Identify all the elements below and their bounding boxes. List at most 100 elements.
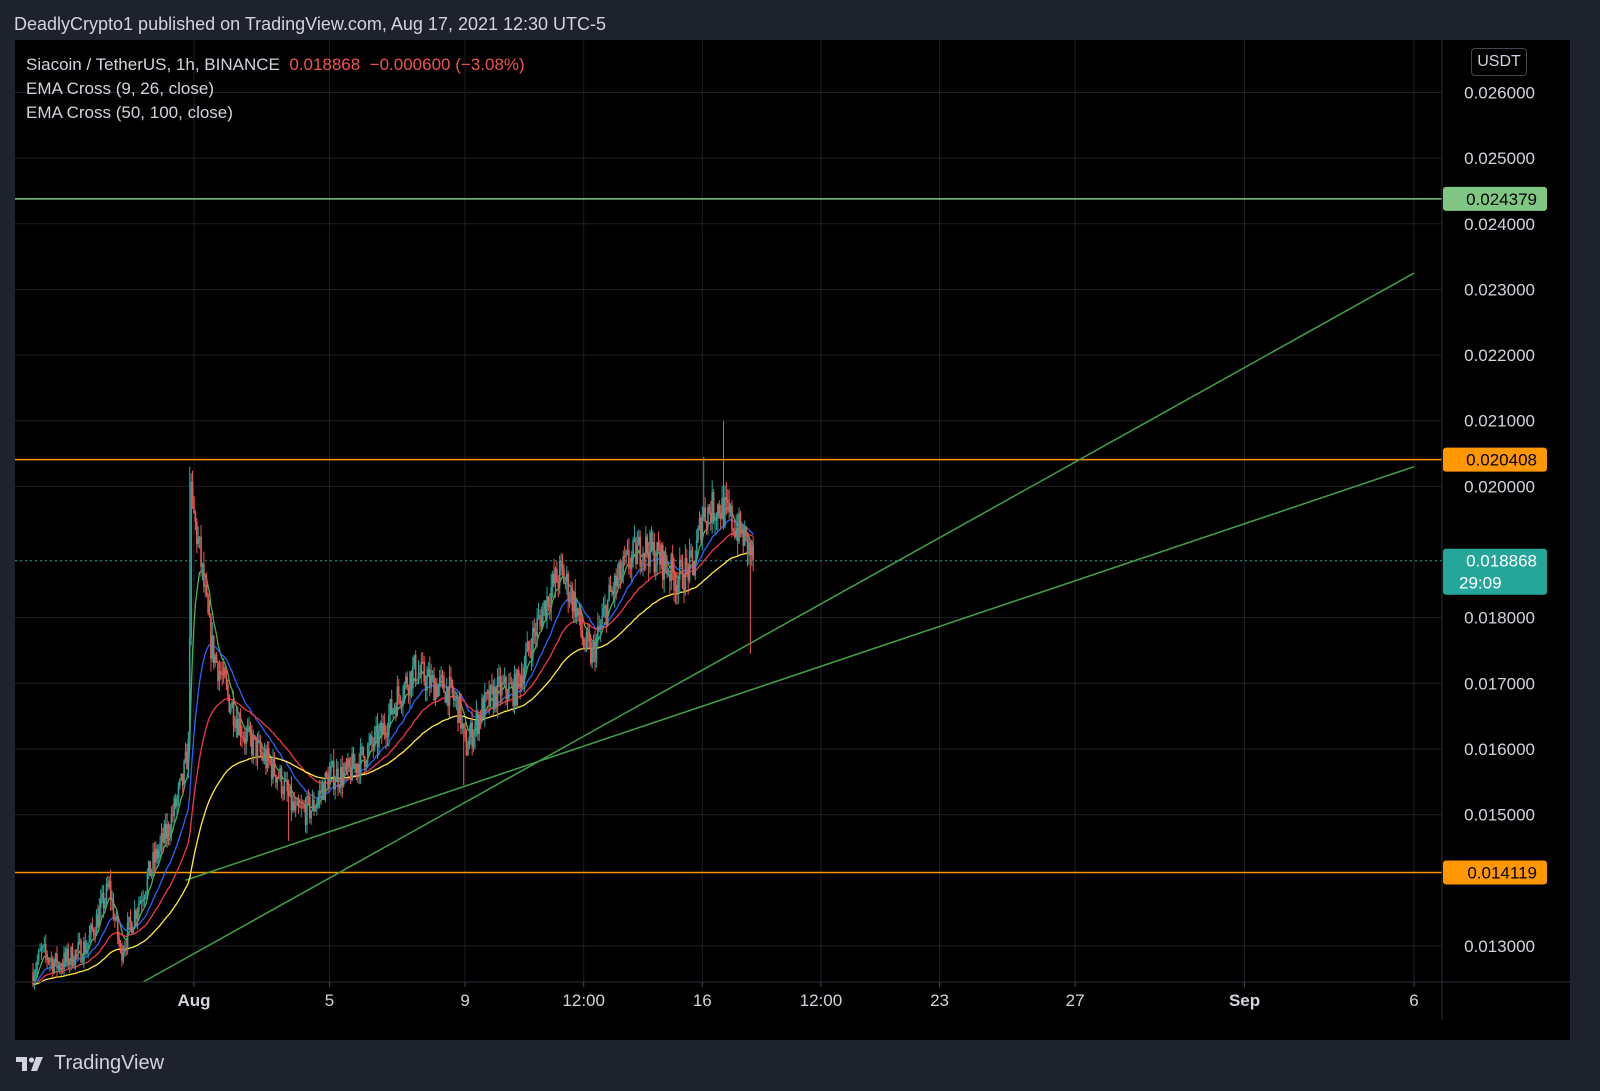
candle-body <box>388 714 390 736</box>
candle-body <box>361 746 363 748</box>
candle-body <box>320 790 322 793</box>
candle-body <box>440 675 442 678</box>
candle-body <box>461 723 464 729</box>
candle-body <box>652 541 654 550</box>
candle-body <box>275 775 277 783</box>
candle-body <box>379 723 382 731</box>
candle-body <box>565 573 568 582</box>
candle-body <box>371 735 373 745</box>
candle-body <box>153 851 156 863</box>
x-tick-label: Aug <box>177 991 210 1010</box>
candle-body <box>450 676 452 681</box>
candle-body <box>642 552 644 566</box>
candle-body <box>253 735 256 737</box>
candle-body <box>455 697 458 700</box>
candle-body <box>599 624 602 630</box>
candle-body <box>717 504 719 519</box>
trendlines[interactable] <box>142 272 1415 983</box>
candle-body <box>660 544 663 565</box>
horizontal-level-label-box <box>1443 447 1547 472</box>
candle-body <box>66 948 68 961</box>
candle-body <box>375 725 377 732</box>
candle-body <box>404 676 407 684</box>
candle-body <box>300 806 303 808</box>
candle-body <box>218 671 221 682</box>
grid <box>15 40 1442 982</box>
candle-body <box>666 566 668 575</box>
candle-body <box>513 673 516 706</box>
candle-body <box>181 773 184 785</box>
candle-body <box>424 681 427 691</box>
candle-body <box>155 848 157 863</box>
candle-body <box>372 744 375 747</box>
trendline[interactable] <box>185 465 1415 881</box>
candle-body <box>323 784 325 800</box>
candle-body <box>396 686 399 716</box>
candle-body <box>505 677 507 695</box>
trendline[interactable] <box>142 272 1415 983</box>
candle-body <box>437 685 440 698</box>
candle-body <box>402 698 404 706</box>
legend-ema2[interactable]: EMA Cross (50, 100, close) <box>26 103 233 122</box>
legend-ema1[interactable]: EMA Cross (9, 26, close) <box>26 79 215 98</box>
candle-body <box>187 739 190 770</box>
x-tick-label: 12:00 <box>562 991 605 1010</box>
candle-body <box>553 573 555 584</box>
candle-body <box>632 539 634 556</box>
candle-body <box>235 719 238 728</box>
candle-body <box>222 667 225 676</box>
candle-body <box>389 699 392 715</box>
candle-body <box>564 581 567 584</box>
current-price-value: 0.018868 <box>1466 552 1537 571</box>
horizontal-levels[interactable] <box>15 198 1442 874</box>
candle-body <box>628 550 630 568</box>
candle-body <box>707 506 709 526</box>
candle-body <box>146 874 149 892</box>
candle-body <box>647 552 650 567</box>
candle-body <box>392 709 394 715</box>
candle-body <box>316 803 318 809</box>
candle-body <box>412 666 414 689</box>
candle-body <box>258 740 260 742</box>
candle-body <box>365 764 368 767</box>
candle-body <box>467 749 469 755</box>
candle-body <box>413 655 416 667</box>
candle-body <box>122 952 125 961</box>
candle-body <box>749 542 752 556</box>
brand[interactable]: TradingView <box>16 1052 164 1075</box>
y-tick-label: 0.024000 <box>1464 215 1535 234</box>
candle-body <box>700 518 702 540</box>
candle-body <box>362 746 365 757</box>
candle-body <box>532 627 534 659</box>
candle-body <box>173 798 176 816</box>
candle-body <box>622 556 625 572</box>
legend-symbol[interactable]: Siacoin / TetherUS, 1h, BINANCE <box>26 55 280 74</box>
candle-body <box>663 551 665 580</box>
candle-body <box>272 757 274 779</box>
candle-body <box>256 740 259 759</box>
candle-body <box>171 814 174 816</box>
candle-body <box>104 900 106 909</box>
candle-body <box>430 675 433 688</box>
candle-body <box>194 513 197 522</box>
candle-body <box>325 773 328 776</box>
candle-body <box>748 542 750 555</box>
candle-body <box>530 651 533 659</box>
candle-body <box>615 575 617 586</box>
candle-body <box>140 900 143 902</box>
candle-body <box>39 950 41 952</box>
candle-body <box>657 542 660 552</box>
candle-body <box>53 962 55 973</box>
candle-body <box>255 736 257 759</box>
candle-body <box>246 728 249 732</box>
candle-body <box>290 786 293 811</box>
candle-body <box>445 686 448 703</box>
candle-body <box>156 848 159 859</box>
candle-body <box>574 592 577 618</box>
candle-body <box>59 965 61 971</box>
candle-body <box>352 753 355 768</box>
currency-button[interactable]: USDT <box>1471 48 1527 76</box>
bar-countdown: 29:09 <box>1459 574 1502 593</box>
candle-body <box>673 571 675 591</box>
